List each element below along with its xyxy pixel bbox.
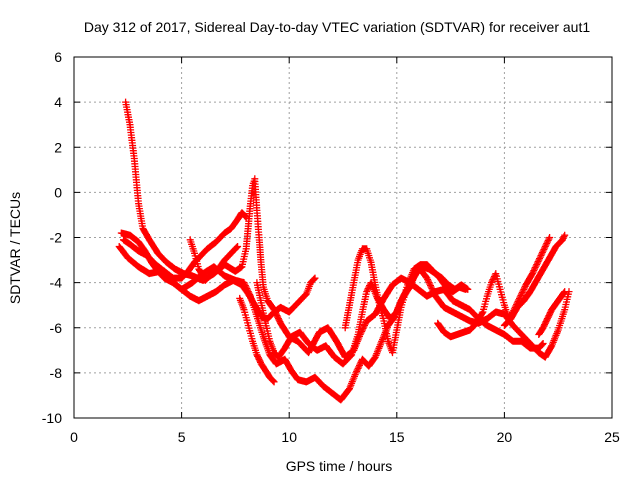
x-tick-label: 20 bbox=[497, 429, 513, 445]
y-tick-label: 2 bbox=[54, 139, 62, 155]
data-markers bbox=[122, 98, 547, 361]
series-trace-5 bbox=[186, 236, 242, 284]
series-trace-3 bbox=[117, 229, 319, 323]
axes: 0 5 10 15 20 25 -10 -8 -6 -4 -2 0 2 4 6 bbox=[42, 49, 620, 445]
data-markers bbox=[120, 209, 250, 282]
data-markers bbox=[500, 231, 569, 329]
x-tick-label: 0 bbox=[70, 429, 78, 445]
series-trace-7 bbox=[236, 294, 278, 386]
series-trace-2 bbox=[122, 98, 547, 361]
data-markers bbox=[186, 236, 242, 284]
y-tick-label: 6 bbox=[54, 49, 62, 65]
y-tick-label: -2 bbox=[50, 230, 63, 246]
data-markers bbox=[236, 294, 278, 386]
y-tick-label: -6 bbox=[50, 320, 63, 336]
data-markers bbox=[341, 245, 470, 357]
series-trace-10 bbox=[500, 231, 569, 329]
y-tick-label: -4 bbox=[50, 275, 63, 291]
series-trace-4 bbox=[120, 209, 250, 282]
x-tick-label: 10 bbox=[281, 429, 297, 445]
data-markers bbox=[117, 229, 319, 323]
series-trace-11 bbox=[535, 288, 569, 338]
x-tick-label: 5 bbox=[178, 429, 186, 445]
y-tick-label: 4 bbox=[54, 94, 62, 110]
x-axis-label: GPS time / hours bbox=[286, 458, 393, 474]
x-tick-label: 15 bbox=[389, 429, 405, 445]
x-tick-label: 25 bbox=[604, 429, 620, 445]
y-axis-label: SDTVAR / TECUs bbox=[7, 192, 23, 304]
data-markers bbox=[535, 288, 569, 338]
y-tick-label: 0 bbox=[54, 184, 62, 200]
grid bbox=[74, 57, 612, 418]
y-tick-label: -10 bbox=[42, 410, 62, 426]
series-trace-8 bbox=[341, 245, 470, 357]
y-tick-label: -8 bbox=[50, 365, 63, 381]
data-series bbox=[115, 98, 573, 404]
chart-title: Day 312 of 2017, Sidereal Day-to-day VTE… bbox=[84, 19, 591, 35]
